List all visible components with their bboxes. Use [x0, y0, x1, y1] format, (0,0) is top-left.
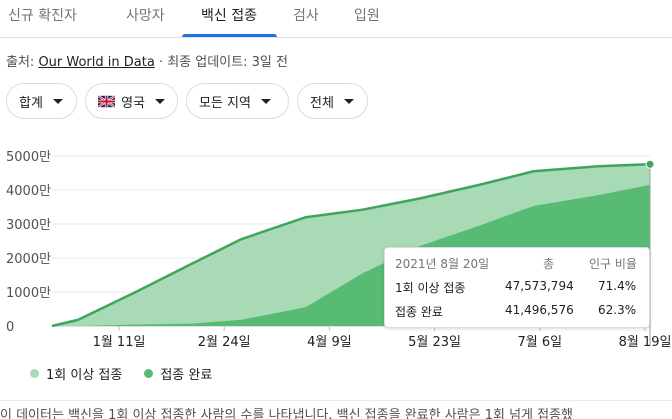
x-tick-label: 4월 9일 [307, 335, 352, 350]
source-prefix: 출처: [6, 55, 39, 70]
filter-total-label: 합계 [19, 95, 43, 111]
tab-new-cases[interactable]: 신규 확진자 [8, 8, 77, 24]
legend-label: 접종 완료 [160, 368, 213, 383]
tab-tests[interactable]: 검사 [293, 8, 319, 24]
chevron-down-icon [343, 98, 354, 104]
tooltip-col-ratio: 인구 비율 [589, 257, 637, 271]
tooltip-row-first-dose: 1회 이상 접종 47,573,794 71.4% [395, 279, 639, 303]
tooltip-row-total: 41,496,576 [505, 303, 574, 317]
last-updated: · 최종 업데이트: 3일 전 [154, 55, 288, 70]
uk-flag-icon [98, 94, 116, 108]
x-tick-label: 8월 19일 [619, 335, 672, 350]
filter-region-label: 모든 지역 [199, 95, 251, 111]
filter-country-label: 영국 [121, 95, 145, 111]
series-line [51, 162, 651, 328]
footnote: 이 데이터는 백신을 1회 이상 접종한 사람의 수를 나타냅니다. 백신 접종… [0, 400, 672, 419]
tooltip-row-ratio: 71.4% [598, 279, 637, 293]
y-tick-label: 2000만 [6, 252, 51, 267]
tooltip-header: 2021년 8월 20일 총 인구 비율 [395, 255, 639, 279]
x-tick-label: 2월 24일 [198, 335, 251, 350]
x-tick-label: 7월 6일 [517, 335, 562, 350]
legend-item-first-dose[interactable]: 1회 이상 접종 [30, 364, 122, 383]
tooltip-row-ratio: 62.3% [598, 303, 637, 317]
source-link[interactable]: Our World in Data [38, 55, 155, 70]
filter-region-dropdown[interactable]: 모든 지역 [186, 83, 289, 119]
active-tab-indicator [182, 34, 277, 37]
tab-vaccination[interactable]: 백신 접종 [201, 8, 257, 24]
chart-tooltip: 2021년 8월 20일 총 인구 비율 1회 이상 접종 47,573,794… [384, 247, 650, 328]
tooltip-row-total: 47,573,794 [505, 279, 574, 293]
legend-label: 1회 이상 접종 [46, 368, 123, 383]
chevron-down-icon [155, 98, 165, 104]
legend-item-fully-vaccinated[interactable]: 접종 완료 [144, 364, 212, 383]
filter-age-label: 전체 [310, 95, 334, 111]
chevron-down-icon [260, 98, 271, 104]
legend-dot [30, 369, 39, 378]
tooltip-row-label: 접종 완료 [395, 305, 443, 319]
tooltip-date: 2021년 8월 20일 [395, 257, 490, 271]
x-tick-label: 1월 11일 [93, 335, 146, 350]
source-line: 출처: Our World in Data · 최종 업데이트: 3일 전 [6, 51, 288, 70]
chevron-down-icon [52, 98, 63, 104]
y-tick-label: 3000만 [6, 218, 51, 233]
y-tick-label: 4000만 [6, 184, 51, 199]
filter-country-dropdown[interactable]: 영국 [85, 83, 178, 119]
legend-dot [144, 369, 154, 378]
tooltip-row-fully-vaccinated: 접종 완료 41,496,576 62.3% [395, 303, 639, 327]
filter-age-dropdown[interactable]: 전체 [297, 83, 368, 119]
y-tick-label: 5000만 [6, 150, 51, 165]
y-tick-label: 1000만 [6, 286, 51, 301]
filter-total-dropdown[interactable]: 합계 [6, 83, 77, 119]
hover-point [645, 159, 655, 169]
tooltip-col-total: 총 [543, 257, 555, 271]
tab-hospitalizations[interactable]: 입원 [354, 8, 380, 24]
tab-bar: 신규 확진자 사망자 백신 접종 검사 입원 [0, 0, 672, 38]
chart-legend: 1회 이상 접종 접종 완료 [30, 364, 212, 383]
x-tick-label: 5월 23일 [408, 335, 461, 350]
tooltip-row-label: 1회 이상 접종 [395, 281, 466, 295]
tab-deaths[interactable]: 사망자 [126, 8, 165, 24]
y-tick-label: 0 [6, 320, 14, 335]
